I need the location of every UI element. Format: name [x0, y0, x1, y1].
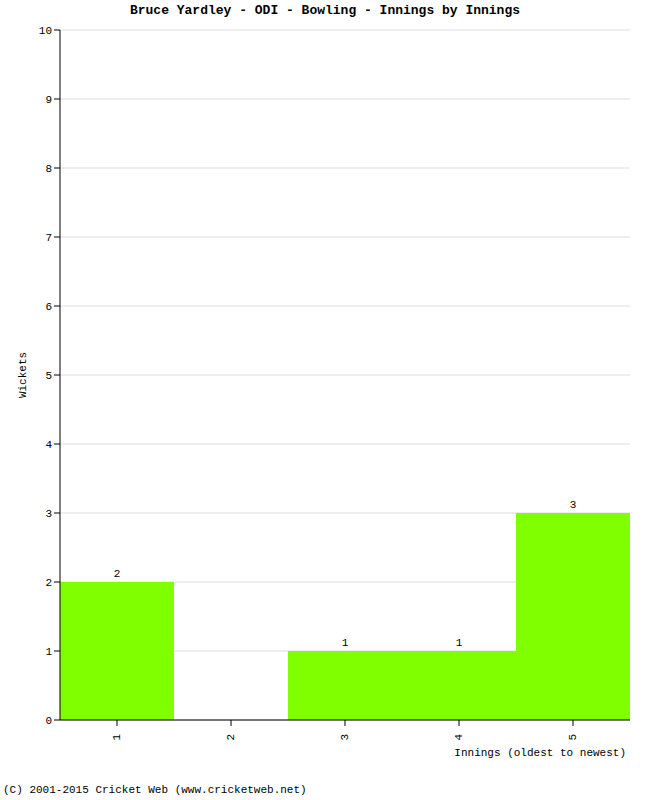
svg-text:8: 8 [45, 163, 52, 175]
svg-text:10: 10 [39, 25, 52, 37]
svg-text:5: 5 [45, 370, 52, 382]
svg-text:Wickets: Wickets [17, 352, 29, 398]
svg-text:2: 2 [45, 577, 52, 589]
svg-text:1: 1 [456, 637, 463, 649]
html-text:(C) 2001-2015 Cricket Web (www: (C) 2001-2015 Cricket Web (www.cricketwe… [3, 784, 307, 796]
svg-text:3: 3 [339, 734, 351, 741]
svg-text:0: 0 [45, 715, 52, 727]
svg-text:3: 3 [570, 499, 577, 511]
html-text:Bruce Yardley - ODI - Bowling: Bruce Yardley - ODI - Bowling - Innings … [130, 3, 520, 18]
svg-text:4: 4 [45, 439, 52, 451]
svg-text:1: 1 [342, 637, 349, 649]
svg-text:1: 1 [111, 734, 123, 741]
svg-text:6: 6 [45, 301, 52, 313]
svg-text:7: 7 [45, 232, 52, 244]
svg-text:3: 3 [45, 508, 52, 520]
svg-text:5: 5 [567, 734, 579, 741]
svg-text:2: 2 [225, 734, 237, 741]
svg-text:Innings (oldest to newest): Innings (oldest to newest) [454, 747, 626, 759]
svg-text:2: 2 [114, 568, 121, 580]
svg-text:9: 9 [45, 94, 52, 106]
svg-text:1: 1 [45, 646, 52, 658]
svg-text:4: 4 [453, 734, 465, 741]
